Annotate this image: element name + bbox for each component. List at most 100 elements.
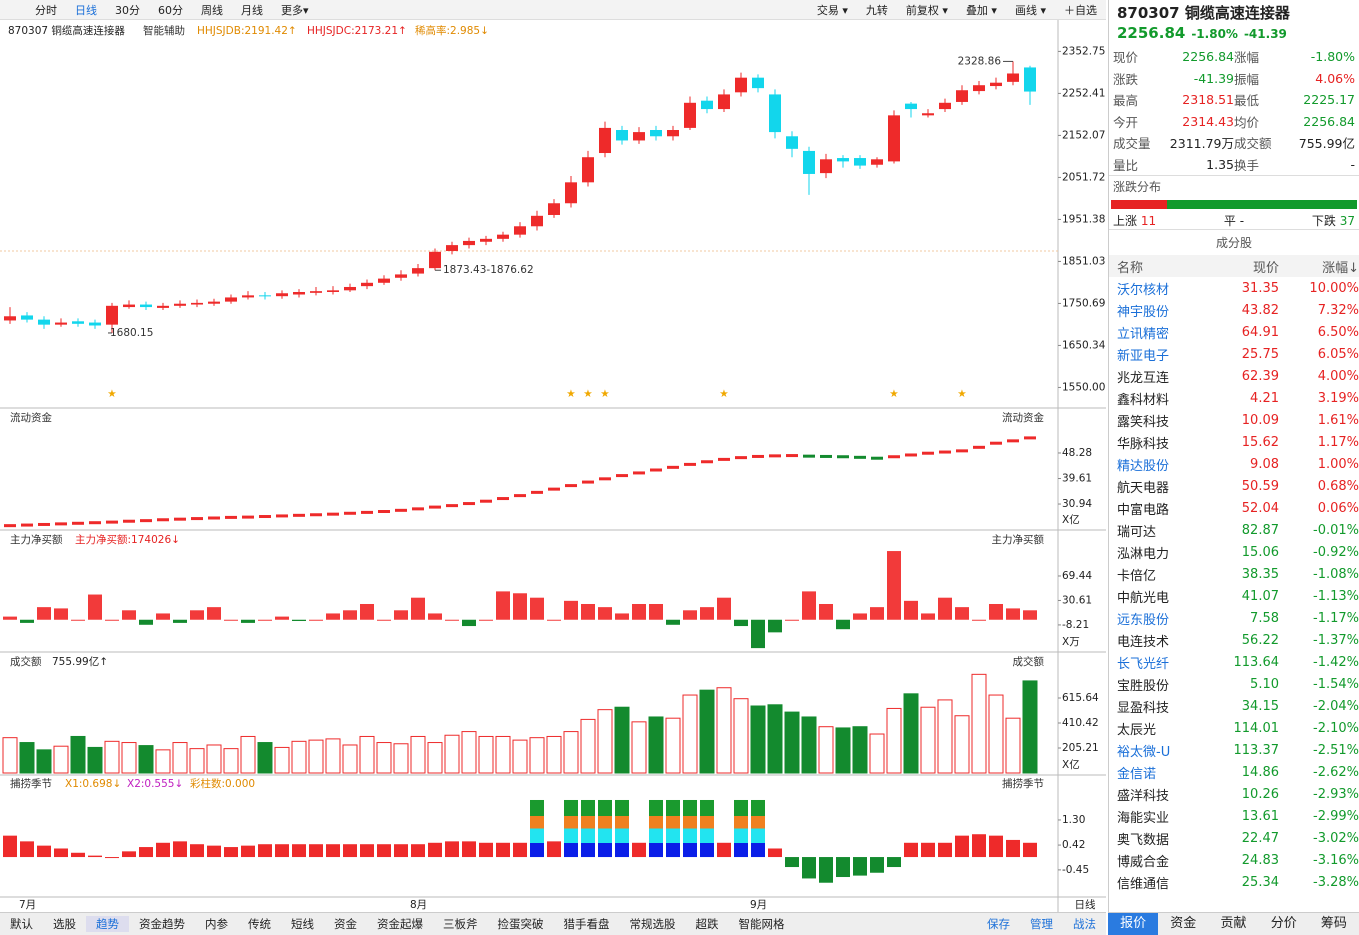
- period-tab[interactable]: 周线: [201, 3, 223, 17]
- period-tab[interactable]: 60分: [158, 3, 183, 17]
- dist-down: [1167, 200, 1357, 209]
- component-row[interactable]: 精达股份 9.08 1.00%: [1109, 453, 1359, 475]
- component-row[interactable]: 太辰光 114.01 -2.10%: [1109, 717, 1359, 739]
- tab[interactable]: 常规选股: [629, 917, 676, 931]
- tab[interactable]: 资金趋势: [139, 917, 185, 931]
- candle-body: [701, 100, 713, 110]
- stock-price: 10.26: [1241, 786, 1279, 802]
- component-row[interactable]: 信维通信 25.34 -3.28%: [1109, 871, 1359, 893]
- tab[interactable]: 战法: [1073, 917, 1096, 931]
- tool-button[interactable]: 交易 ▾: [816, 3, 848, 17]
- component-row[interactable]: 泓淋电力 15.06 -0.92%: [1109, 541, 1359, 563]
- tab[interactable]: 筹码: [1320, 916, 1347, 931]
- period-tab[interactable]: 分时: [35, 3, 57, 17]
- component-row[interactable]: 奥飞数据 22.47 -3.02%: [1109, 827, 1359, 849]
- tab[interactable]: 资金: [1170, 916, 1197, 931]
- bar: [598, 799, 612, 858]
- tab[interactable]: 报价: [1108, 913, 1159, 935]
- component-row[interactable]: 中航光电 41.07 -1.13%: [1109, 585, 1359, 607]
- tab[interactable]: 贡献: [1220, 916, 1247, 931]
- component-row[interactable]: 远东股份 7.58 -1.17%: [1109, 607, 1359, 629]
- component-row[interactable]: 航天电器 50.59 0.68%: [1109, 475, 1359, 497]
- price-line: 2256.84 -1.80% -41.39: [1109, 24, 1359, 46]
- component-row[interactable]: 沃尔核材 31.35 10.00%: [1109, 277, 1359, 299]
- component-row[interactable]: 电连技术 56.22 -1.37%: [1109, 629, 1359, 651]
- value: -1.80%: [1310, 49, 1355, 65]
- bar: [71, 852, 85, 858]
- bar: [496, 591, 510, 620]
- component-row[interactable]: 卡倍亿 38.35 -1.08%: [1109, 563, 1359, 585]
- tab[interactable]: 猎手看盘: [563, 917, 610, 931]
- dist-counts: 上涨 11 平 - 下跌 37: [1109, 212, 1359, 229]
- component-row[interactable]: 神宇股份 43.82 7.32%: [1109, 299, 1359, 321]
- tab[interactable]: 内参: [205, 917, 228, 931]
- candle-body: [327, 290, 339, 292]
- component-row[interactable]: 中富电路 52.04 0.06%: [1109, 497, 1359, 519]
- tab[interactable]: 超跌: [695, 917, 719, 931]
- stock-name: 电连技术: [1117, 634, 1170, 650]
- period-tab[interactable]: 月线: [241, 3, 263, 17]
- period-tab[interactable]: 更多▾: [281, 3, 309, 17]
- tab[interactable]: 选股: [53, 917, 76, 931]
- bar: [1023, 842, 1037, 858]
- tab[interactable]: 智能网格: [738, 917, 785, 931]
- bar: [207, 607, 221, 620]
- bar: [122, 851, 136, 858]
- tab[interactable]: 趋势: [86, 916, 129, 932]
- component-row[interactable]: 兆龙互连 62.39 4.00%: [1109, 365, 1359, 387]
- tab[interactable]: 默认: [10, 917, 33, 931]
- tool-button[interactable]: 叠加 ▾: [965, 3, 997, 17]
- y-tick-label: 2252.41: [1062, 87, 1105, 99]
- tool-button[interactable]: 九转: [865, 3, 888, 17]
- component-row[interactable]: 长飞光纤 113.64 -1.42%: [1109, 651, 1359, 673]
- stock-price: 34.15: [1241, 698, 1279, 714]
- component-row[interactable]: 显盈科技 34.15 -2.04%: [1109, 695, 1359, 717]
- component-row[interactable]: 海能实业 13.61 -2.99%: [1109, 805, 1359, 827]
- tab[interactable]: 传统: [248, 917, 271, 931]
- component-row[interactable]: 鑫科材料 4.21 3.19%: [1109, 387, 1359, 409]
- component-row[interactable]: 裕太微-U 113.37 -2.51%: [1109, 739, 1359, 761]
- tab[interactable]: 资金起爆: [377, 917, 423, 931]
- stock-name: 显盈科技: [1117, 700, 1170, 716]
- tab[interactable]: 保存: [987, 917, 1010, 931]
- component-row[interactable]: 露笑科技 10.09 1.61%: [1109, 409, 1359, 431]
- bar: [784, 711, 800, 774]
- bar: [173, 841, 187, 858]
- tab[interactable]: 三板斧: [443, 917, 478, 931]
- tab[interactable]: 捡蛋突破: [497, 917, 544, 931]
- stock-change: -0.01%: [1313, 522, 1359, 538]
- annotation: 1680.15: [110, 327, 153, 339]
- tool-button[interactable]: 画线 ▾: [1014, 3, 1046, 17]
- tab[interactable]: 短线: [291, 917, 314, 931]
- panel-title: 成交额: [10, 655, 42, 668]
- tab[interactable]: 管理: [1030, 917, 1053, 931]
- y-tick-label: -0.45: [1062, 864, 1089, 876]
- component-row[interactable]: 博威合金 24.83 -3.16%: [1109, 849, 1359, 871]
- tool-button[interactable]: ＋自选: [1064, 3, 1097, 17]
- candle-body: [191, 302, 203, 305]
- bar: [836, 857, 850, 878]
- quote-table: 现价 2256.84 涨幅 -1.80% 涨跌 -41.39 振幅 4.06% 最高 2318.5…: [1109, 46, 1359, 175]
- candle-body: [106, 305, 118, 325]
- stock-change: 6.50%: [1317, 324, 1359, 340]
- component-row[interactable]: 瑞可达 82.87 -0.01%: [1109, 519, 1359, 541]
- candle-body: [344, 286, 356, 291]
- bar: [360, 844, 374, 858]
- candle-body: [582, 157, 594, 183]
- value: 2225.17: [1303, 92, 1355, 108]
- tool-button[interactable]: 前复权 ▾: [905, 3, 948, 17]
- component-row[interactable]: 华脉科技 15.62 1.17%: [1109, 431, 1359, 453]
- component-row[interactable]: 立讯精密 64.91 6.50%: [1109, 321, 1359, 343]
- label: 上涨: [1113, 214, 1138, 228]
- label: 现价: [1113, 50, 1139, 66]
- component-row[interactable]: 新亚电子 25.75 6.05%: [1109, 343, 1359, 365]
- bar: [292, 844, 306, 858]
- period-tab[interactable]: 日线: [75, 3, 97, 17]
- component-row[interactable]: 金信诺 14.86 -2.62%: [1109, 761, 1359, 783]
- tab[interactable]: 资金: [334, 917, 357, 931]
- component-row[interactable]: 宝胜股份 5.10 -1.54%: [1109, 673, 1359, 695]
- period-tab[interactable]: 30分: [115, 3, 140, 17]
- bar: [241, 619, 255, 623]
- component-row[interactable]: 盛洋科技 10.26 -2.93%: [1109, 783, 1359, 805]
- tab[interactable]: 分价: [1270, 916, 1297, 931]
